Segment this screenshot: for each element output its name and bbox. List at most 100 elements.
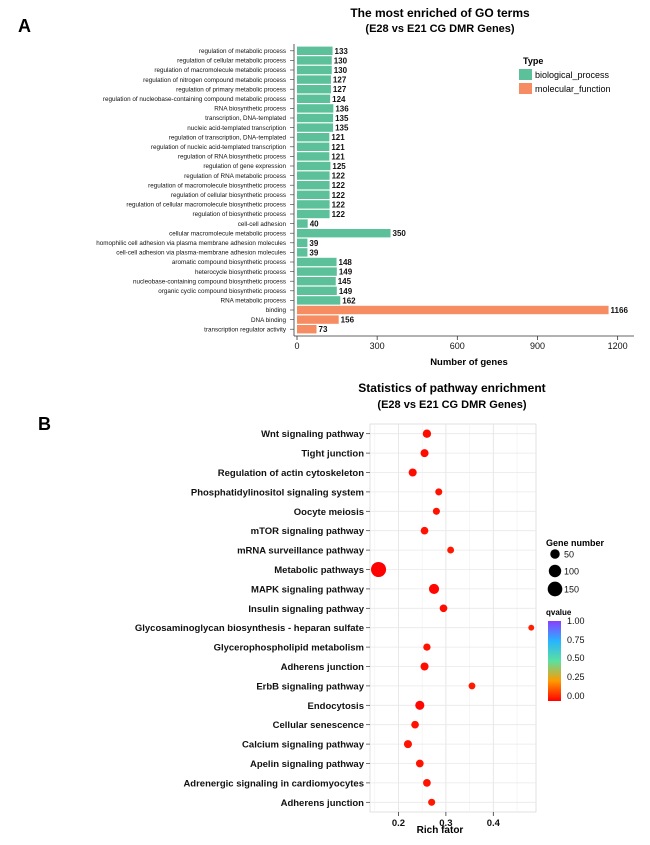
go-term-label: DNA binding (251, 317, 287, 324)
pathway-point-glycosaminoglycan-biosynthesis-heparan-sulfate (528, 624, 535, 631)
go-bar-dna-binding (297, 315, 339, 324)
go-bar-value-label: 122 (332, 172, 346, 181)
size-legend-label: 150 (564, 585, 579, 595)
go-term-label: regulation of nucleobase-containing comp… (103, 96, 286, 103)
go-bar-nucleic-acid-templated-transcription (297, 123, 334, 132)
legend-label-molecular-function: molecular_function (535, 84, 611, 94)
pathway-point-adherens-junction (420, 662, 429, 671)
pathway-dot-plot: Wnt signaling pathway Tight junction Regul… (135, 423, 537, 829)
go-bar-value-label: 136 (335, 104, 349, 113)
go-term-label: regulation of macromolecule biosynthetic… (148, 182, 286, 189)
go-bar-heterocycle-biosynthetic-process (297, 267, 337, 276)
pathway-point-cellular-senescence (411, 720, 419, 729)
color-legend-tick-label: 0.25 (567, 672, 585, 682)
go-term-label: regulation of nitrogen compound metaboli… (143, 77, 286, 84)
pathway-point-metabolic-pathways (371, 561, 387, 578)
go-bar-value-label: 122 (332, 210, 346, 219)
go-bar-value-label: 40 (310, 220, 319, 229)
pathway-point-adherens-junction (428, 798, 436, 806)
size-legend-dot (550, 549, 560, 559)
go-bar-regulation-of-biosynthetic-process (297, 209, 330, 219)
go-term-label: cellular macromolecule metabolic process (169, 230, 286, 237)
go-term-label: heterocycle biosynthetic process (195, 269, 286, 276)
pathway-label-oocyte-meiosis: Oocyte meiosis (294, 507, 364, 518)
pathway-point-endocytosis (415, 700, 425, 710)
go-bar-regulation-of-macromolecule-metabolic-process (297, 65, 332, 75)
pathway-point-mtor-signaling-pathway (420, 526, 429, 535)
color-legend-tick-label: 0.00 (567, 691, 585, 701)
pathway-label-adrenergic-signaling-in-cardiomyocytes: Adrenergic signaling in cardiomyocytes (183, 778, 364, 789)
go-term-label: regulation of cellular macromolecule bio… (126, 202, 286, 209)
pathway-label-erbb-signaling-pathway: ErbB signaling pathway (256, 681, 364, 692)
size-legend-label: 100 (564, 567, 579, 577)
go-chart-subtitle: (E28 vs E21 CG DMR Genes) (365, 23, 515, 35)
go-bar-value-label: 162 (342, 296, 356, 305)
go-term-label: regulation of macromolecule metabolic pr… (154, 67, 286, 74)
go-bar-value-label: 125 (332, 162, 346, 171)
pathway-label-regulation-of-actin-cytoskeleton: Regulation of actin cytoskeleton (218, 468, 364, 479)
go-bar-value-label: 121 (331, 152, 345, 161)
go-bar-regulation-of-nucleic-acid-templated-transcription (297, 142, 330, 151)
panel-b-letter: B (38, 414, 51, 434)
go-bar-regulation-of-cellular-macromolecule-biosynthetic-process (297, 200, 330, 209)
go-term-label: regulation of RNA metabolic process (184, 173, 286, 180)
kegg-x-axis-label: Rich fator (417, 825, 464, 836)
go-bar-value-label: 122 (332, 181, 346, 190)
size-legend-label: 50 (564, 550, 574, 560)
go-bar-regulation-of-cellular-biosynthetic-process (297, 190, 330, 199)
pathway-label-mapk-signaling-pathway: MAPK signaling pathway (251, 584, 365, 595)
go-bar-value-label: 135 (335, 124, 349, 133)
go-term-label: nucleobase-containing compound biosynthe… (133, 278, 286, 285)
go-bar-value-label: 350 (393, 229, 407, 238)
go-bar-transcription-regulator-activity (297, 325, 317, 334)
pathway-point-mapk-signaling-pathway (428, 583, 440, 594)
go-term-label: organic cyclic compound biosynthetic pro… (158, 288, 286, 295)
pathway-point-glycerophospholipid-metabolism (423, 643, 431, 651)
go-x-tick-label: 600 (450, 341, 465, 351)
go-term-label: cell-cell adhesion (238, 221, 287, 228)
pathway-label-adherens-junction: Adherens junction (281, 662, 365, 673)
go-term-label: aromatic compound biosynthetic process (172, 259, 286, 266)
go-legend-title: Type (523, 56, 543, 66)
go-bar-homophilic-cell-adhesion-via-plasma-membrane-adhesion-molecules (297, 238, 308, 247)
pathway-label-glycerophospholipid-metabolism: Glycerophospholipid metabolism (214, 643, 364, 654)
go-bar-regulation-of-nitrogen-compound-metabolic-process (297, 75, 331, 84)
go-term-label: regulation of metabolic process (199, 48, 286, 55)
go-bar-value-label: 148 (339, 258, 353, 267)
go-bar-transcription-dna-templated (297, 113, 334, 123)
go-bar-value-label: 121 (331, 133, 345, 142)
qvalue-legend-ticks: 1.00 0.75 0.50 0.25 0.00 (561, 616, 585, 701)
go-chart-title: The most enriched of GO terms (350, 6, 530, 20)
go-bar-value-label: 1166 (611, 306, 629, 315)
pathway-point-calcium-signaling-pathway (403, 740, 412, 749)
go-bar-aromatic-compound-biosynthetic-process (297, 257, 337, 267)
color-legend-tick-label: 1.00 (567, 616, 585, 626)
go-bar-cellular-macromolecule-metabolic-process (297, 229, 391, 238)
go-term-label: regulation of RNA biosynthetic process (178, 154, 286, 161)
go-bar-value-label: 149 (339, 287, 353, 296)
pathway-label-tight-junction: Tight junction (301, 449, 364, 460)
go-term-label: regulation of primary metabolic process (176, 86, 286, 93)
pathway-label-phosphatidylinositol-signaling-system: Phosphatidylinositol signaling system (191, 487, 364, 498)
pathway-point-oocyte-meiosis (432, 507, 440, 515)
go-bar-value-label: 121 (331, 143, 345, 152)
go-bar-chart: regulation of metabolic process 133 regula… (96, 44, 634, 351)
go-bar-nucleobase-containing-compound-biosynthetic-process (297, 277, 336, 286)
go-bar-regulation-of-metabolic-process (297, 46, 333, 55)
pathway-label-adherens-junction: Adherens junction (281, 798, 365, 809)
pathway-label-wnt-signaling-pathway: Wnt signaling pathway (261, 429, 365, 440)
go-bar-value-label: 130 (334, 56, 348, 65)
go-bar-value-label: 39 (309, 239, 318, 248)
go-term-label: homophilic cell adhesion via plasma memb… (96, 240, 286, 247)
pathway-point-wnt-signaling-pathway (422, 429, 432, 438)
go-bar-value-label: 122 (332, 191, 346, 200)
pathway-label-glycosaminoglycan-biosynthesis-heparan-sulfate: Glycosaminoglycan biosynthesis - heparan… (135, 623, 364, 634)
go-bar-regulation-of-macromolecule-biosynthetic-process (297, 181, 330, 190)
go-x-tick-label: 900 (530, 341, 545, 351)
go-term-label: regulation of cellular metabolic process (177, 58, 286, 65)
go-bar-regulation-of-primary-metabolic-process (297, 85, 331, 94)
go-term-label: regulation of nucleic acid-templated tra… (151, 144, 287, 151)
kegg-chart-subtitle: (E28 vs E21 CG DMR Genes) (377, 399, 527, 411)
pathway-label-mrna-surveillance-pathway: mRNA surveillance pathway (237, 546, 365, 557)
go-bar-value-label: 130 (334, 66, 348, 75)
